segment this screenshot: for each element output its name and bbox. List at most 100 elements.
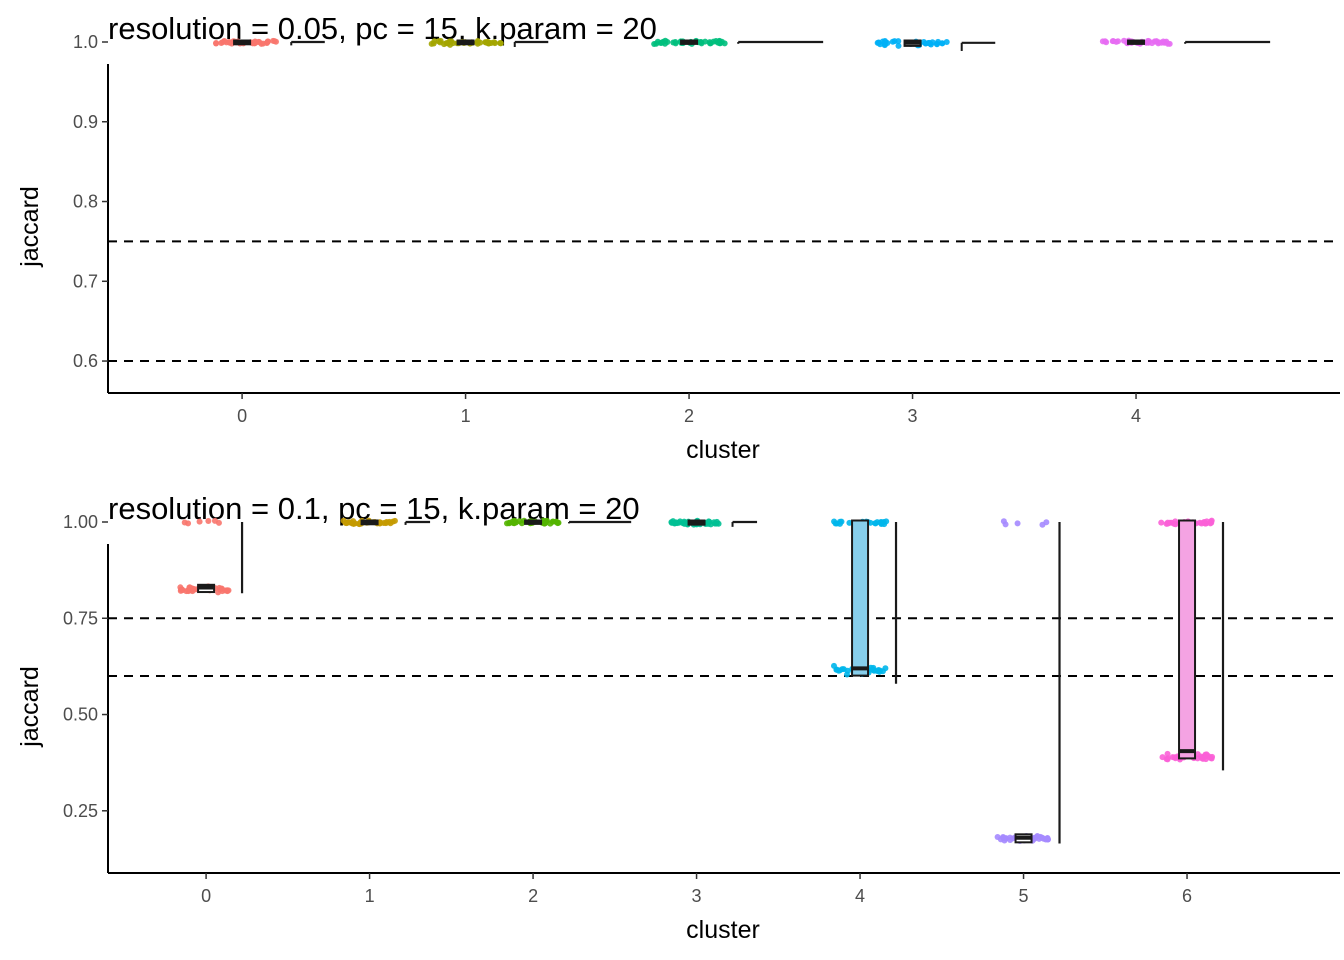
data-point xyxy=(832,520,839,527)
data-point xyxy=(348,519,355,526)
data-point xyxy=(215,589,222,596)
data-point xyxy=(844,671,851,678)
data-point xyxy=(1031,835,1038,842)
panel-2: resolution = 0.1, pc = 15, k.param = 200… xyxy=(16,491,1340,944)
x-tick-label: 0 xyxy=(237,406,247,426)
series-cluster-2 xyxy=(503,517,632,527)
x-tick-label: 2 xyxy=(684,406,694,426)
y-axis-label: jaccard xyxy=(16,666,44,748)
data-point xyxy=(895,38,902,45)
data-point xyxy=(935,38,942,45)
series-cluster-2 xyxy=(651,37,824,47)
data-point xyxy=(181,519,188,526)
data-point xyxy=(1001,835,1008,842)
data-point xyxy=(654,38,661,45)
data-point xyxy=(264,38,271,45)
data-point xyxy=(872,520,879,527)
panel-1: resolution = 0.05, pc = 15, k.param = 20… xyxy=(16,11,1340,464)
y-tick-label: 0.8 xyxy=(73,192,98,212)
x-axis-label: cluster xyxy=(686,436,760,464)
x-tick-label: 0 xyxy=(201,886,211,906)
y-tick-label: 1.00 xyxy=(63,512,98,532)
data-point xyxy=(895,42,902,49)
data-point xyxy=(477,39,484,46)
data-point xyxy=(675,519,682,526)
data-point xyxy=(662,40,669,47)
data-point xyxy=(1009,835,1016,842)
data-point xyxy=(252,38,259,45)
data-point xyxy=(225,587,232,594)
box xyxy=(851,519,870,677)
data-point xyxy=(437,39,444,46)
data-point xyxy=(192,586,199,593)
data-point xyxy=(205,518,212,525)
data-point xyxy=(1164,40,1171,47)
data-point xyxy=(220,38,227,45)
series-cluster-3 xyxy=(874,38,996,51)
x-tick-label: 1 xyxy=(461,406,471,426)
data-point xyxy=(1044,835,1051,842)
data-point xyxy=(186,586,193,593)
data-point xyxy=(443,40,450,47)
x-tick-label: 5 xyxy=(1019,886,1029,906)
data-point xyxy=(547,520,554,527)
data-point xyxy=(870,664,877,671)
data-point xyxy=(1166,519,1173,526)
data-point xyxy=(258,40,265,47)
x-tick-label: 4 xyxy=(1131,406,1141,426)
box xyxy=(1178,519,1197,760)
x-tick-label: 1 xyxy=(365,886,375,906)
y-tick-label: 0.25 xyxy=(63,801,98,821)
y-tick-label: 0.7 xyxy=(73,271,98,291)
x-tick-label: 2 xyxy=(528,886,538,906)
data-point xyxy=(839,666,846,673)
data-point xyxy=(1102,38,1109,45)
data-point xyxy=(272,38,279,45)
data-point xyxy=(1149,40,1156,47)
data-point xyxy=(1002,521,1009,528)
data-point xyxy=(503,520,510,527)
data-point xyxy=(721,40,728,47)
series-cluster-4 xyxy=(1099,37,1271,47)
data-point xyxy=(431,38,438,45)
data-point xyxy=(707,40,714,47)
data-point xyxy=(672,38,679,45)
y-tick-label: 0.6 xyxy=(73,351,98,371)
data-point xyxy=(1039,834,1046,841)
series-cluster-1 xyxy=(340,517,431,528)
data-point xyxy=(713,518,720,525)
data-point xyxy=(491,39,498,46)
data-point xyxy=(716,38,723,45)
series-cluster-0 xyxy=(177,517,244,596)
data-point xyxy=(881,38,888,45)
data-point xyxy=(179,587,186,594)
data-point xyxy=(555,519,562,526)
data-point xyxy=(943,39,950,46)
data-point xyxy=(1158,519,1165,526)
x-tick-label: 4 xyxy=(855,886,865,906)
y-tick-label: 1.0 xyxy=(73,32,98,52)
x-tick-label: 3 xyxy=(692,886,702,906)
data-point xyxy=(1198,755,1205,762)
data-point xyxy=(1208,519,1215,526)
data-point xyxy=(213,39,220,46)
series-cluster-4 xyxy=(830,518,898,684)
data-point xyxy=(1164,756,1171,763)
data-point xyxy=(1196,519,1203,526)
data-point xyxy=(877,41,884,48)
data-point xyxy=(511,518,518,525)
y-axis-label: jaccard xyxy=(16,186,44,268)
series-cluster-6 xyxy=(1158,517,1225,771)
y-tick-label: 0.9 xyxy=(73,112,98,132)
data-point xyxy=(448,38,455,45)
series-cluster-1 xyxy=(428,37,549,48)
data-point xyxy=(698,40,705,47)
series-cluster-5 xyxy=(994,518,1061,845)
data-point xyxy=(196,518,203,525)
series-cluster-3 xyxy=(668,517,758,528)
x-tick-label: 3 xyxy=(908,406,918,426)
data-point xyxy=(391,517,398,524)
data-point xyxy=(386,518,393,525)
data-point xyxy=(882,665,889,672)
